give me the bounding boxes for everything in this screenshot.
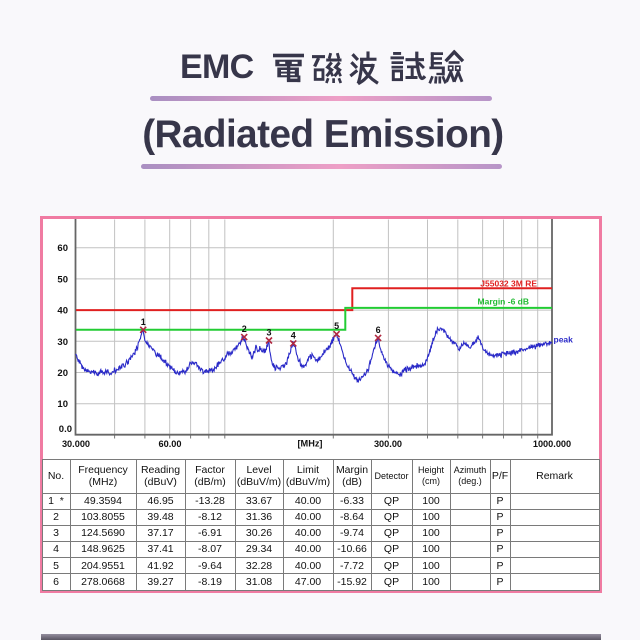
svg-text:50: 50 (57, 274, 68, 285)
svg-text:0.0: 0.0 (59, 424, 72, 435)
svg-text:J55032 3M RE: J55032 3M RE (480, 278, 537, 288)
svg-text:10: 10 (57, 399, 68, 410)
svg-text:1000.000: 1000.000 (533, 439, 571, 449)
svg-text:[MHz]: [MHz] (297, 439, 322, 449)
svg-text:3: 3 (266, 328, 271, 338)
svg-text:30.000: 30.000 (62, 439, 90, 449)
svg-text:Margin -6 dB: Margin -6 dB (478, 297, 529, 307)
svg-text:40: 40 (57, 306, 68, 317)
svg-text:20: 20 (57, 368, 68, 379)
svg-text:60.00: 60.00 (159, 439, 182, 449)
svg-text:peak: peak (554, 335, 574, 345)
svg-text:6: 6 (376, 325, 381, 335)
svg-text:5: 5 (334, 321, 339, 331)
svg-text:4: 4 (291, 330, 296, 340)
svg-text:30: 30 (57, 337, 68, 348)
svg-text:300.00: 300.00 (374, 439, 402, 449)
svg-text:1: 1 (141, 317, 146, 327)
svg-text:60: 60 (57, 243, 68, 254)
svg-text:2: 2 (242, 324, 247, 334)
